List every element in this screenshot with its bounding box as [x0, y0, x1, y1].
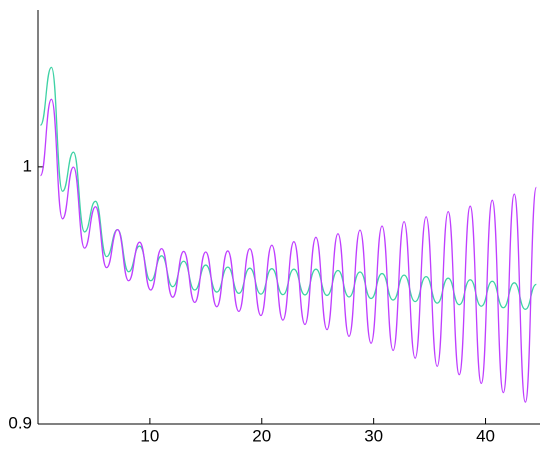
x-tick-label: 10 — [140, 426, 159, 445]
x-tick-label: 20 — [252, 426, 271, 445]
y-tick-label: 1 — [23, 156, 32, 175]
x-tick-label: 30 — [364, 426, 383, 445]
x-tick-label: 40 — [476, 426, 495, 445]
series-line — [39, 98, 537, 403]
y-tick-label: 0.9 — [8, 413, 32, 432]
